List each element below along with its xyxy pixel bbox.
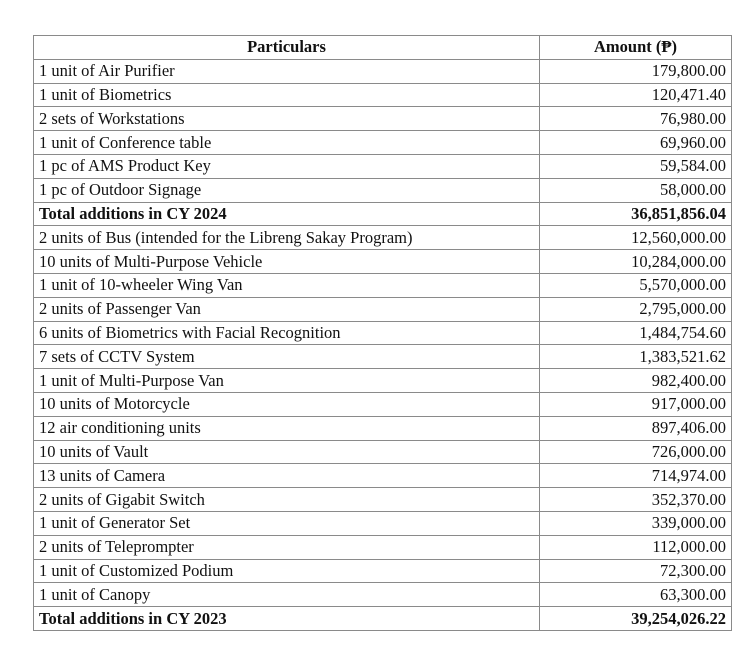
amount-cell: 982,400.00 xyxy=(539,368,732,393)
amount-cell: 59,584.00 xyxy=(539,153,732,179)
amount-cell: 1,383,521.62 xyxy=(539,344,732,370)
particular-cell: 1 unit of Air Purifier xyxy=(33,58,540,84)
table-row: 1 unit of Canopy 63,300.00 xyxy=(33,582,732,608)
particular-cell: 1 unit of Multi-Purpose Van xyxy=(33,368,540,393)
particular-cell: 1 unit of Generator Set xyxy=(33,510,540,536)
table-row: 1 unit of Air Purifier 179,800.00 xyxy=(33,58,732,84)
amount-cell: 39,254,026.22 xyxy=(539,606,732,631)
amount-cell: 72,300.00 xyxy=(539,558,732,584)
particular-cell: 1 unit of 10-wheeler Wing Van xyxy=(33,272,540,298)
table-row: 1 pc of Outdoor Signage 58,000.00 xyxy=(33,177,732,203)
total-row: Total additions in CY 2023 39,254,026.22 xyxy=(33,606,732,631)
amount-cell: 10,284,000.00 xyxy=(539,249,732,274)
table-row: 1 unit of Generator Set 339,000.00 xyxy=(33,510,732,536)
particular-cell: 10 units of Motorcycle xyxy=(33,391,540,417)
table-row: 6 units of Biometrics with Facial Recogn… xyxy=(33,320,732,346)
particular-cell: 1 unit of Biometrics xyxy=(33,82,540,108)
amount-cell: 897,406.00 xyxy=(539,415,732,441)
table-row: 2 units of Teleprompter 112,000.00 xyxy=(33,534,732,560)
table-row: 2 units of Passenger Van 2,795,000.00 xyxy=(33,296,732,322)
header-row: Particulars Amount (₱) xyxy=(33,35,732,60)
amount-cell: 339,000.00 xyxy=(539,510,732,536)
table-row: 2 sets of Workstations 76,980.00 xyxy=(33,106,732,132)
amount-cell: 1,484,754.60 xyxy=(539,320,732,346)
particular-cell: 10 units of Multi-Purpose Vehicle xyxy=(33,249,540,274)
amount-cell: 917,000.00 xyxy=(539,391,732,417)
additions-table: Particulars Amount (₱) 1 unit of Air Pur… xyxy=(33,35,732,631)
particular-cell: 1 unit of Canopy xyxy=(33,582,540,608)
particular-cell: 2 units of Bus (intended for the Libreng… xyxy=(33,225,540,251)
amount-cell: 36,851,856.04 xyxy=(539,201,732,227)
particular-cell: 2 sets of Workstations xyxy=(33,106,540,132)
amount-cell: 179,800.00 xyxy=(539,58,732,84)
table-row: 1 pc of AMS Product Key 59,584.00 xyxy=(33,153,732,179)
table-row: 2 units of Gigabit Switch 352,370.00 xyxy=(33,487,732,512)
particular-cell: 13 units of Camera xyxy=(33,463,540,489)
amount-cell: 714,974.00 xyxy=(539,463,732,489)
particular-cell: 1 pc of AMS Product Key xyxy=(33,153,540,179)
table-row: 7 sets of CCTV System 1,383,521.62 xyxy=(33,344,732,370)
total-row: Total additions in CY 2024 36,851,856.04 xyxy=(33,201,732,227)
amount-cell: 12,560,000.00 xyxy=(539,225,732,251)
particular-cell: 1 pc of Outdoor Signage xyxy=(33,177,540,203)
table-row: 10 units of Multi-Purpose Vehicle 10,284,… xyxy=(33,249,732,274)
amount-cell: 352,370.00 xyxy=(539,487,732,512)
header-particulars: Particulars xyxy=(33,35,540,60)
table-row: 1 unit of Biometrics 120,471.40 xyxy=(33,82,732,108)
amount-cell: 69,960.00 xyxy=(539,130,732,155)
particular-cell: 12 air conditioning units xyxy=(33,415,540,441)
table-row: 12 air conditioning units 897,406.00 xyxy=(33,415,732,441)
amount-cell: 120,471.40 xyxy=(539,82,732,108)
amount-cell: 5,570,000.00 xyxy=(539,272,732,298)
amount-cell: 726,000.00 xyxy=(539,439,732,465)
table-row: 13 units of Camera 714,974.00 xyxy=(33,463,732,489)
particular-cell: 2 units of Passenger Van xyxy=(33,296,540,322)
table-row: 1 unit of Customized Podium 72,300.00 xyxy=(33,558,732,584)
particular-cell: Total additions in CY 2024 xyxy=(33,201,540,227)
particular-cell: Total additions in CY 2023 xyxy=(33,606,540,631)
table-row: 10 units of Motorcycle 917,000.00 xyxy=(33,391,732,417)
particular-cell: 2 units of Teleprompter xyxy=(33,534,540,560)
table-row: 10 units of Vault 726,000.00 xyxy=(33,439,732,465)
particular-cell: 2 units of Gigabit Switch xyxy=(33,487,540,512)
header-amount: Amount (₱) xyxy=(539,35,732,60)
amount-cell: 2,795,000.00 xyxy=(539,296,732,322)
particular-cell: 10 units of Vault xyxy=(33,439,540,465)
table-row: 2 units of Bus (intended for the Libreng… xyxy=(33,225,732,251)
table-row: 1 unit of Conference table 69,960.00 xyxy=(33,130,732,155)
particular-cell: 1 unit of Conference table xyxy=(33,130,540,155)
particular-cell: 6 units of Biometrics with Facial Recogn… xyxy=(33,320,540,346)
table-row: 1 unit of Multi-Purpose Van 982,400.00 xyxy=(33,368,732,393)
amount-cell: 58,000.00 xyxy=(539,177,732,203)
amount-cell: 76,980.00 xyxy=(539,106,732,132)
table-row: 1 unit of 10-wheeler Wing Van 5,570,000.0… xyxy=(33,272,732,298)
particular-cell: 7 sets of CCTV System xyxy=(33,344,540,370)
particular-cell: 1 unit of Customized Podium xyxy=(33,558,540,584)
amount-cell: 63,300.00 xyxy=(539,582,732,608)
amount-cell: 112,000.00 xyxy=(539,534,732,560)
